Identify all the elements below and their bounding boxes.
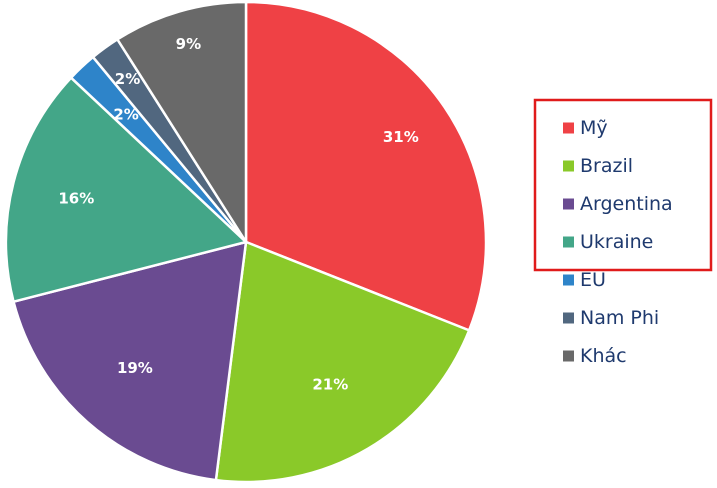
pie-slice-labels: 31% 21% 19% 16% 2% 2% 9% <box>58 35 418 394</box>
legend-swatch-khac <box>563 350 574 362</box>
slice-label-my: 31% <box>383 128 419 146</box>
pie-slice-ukraine <box>4 76 248 303</box>
legend-label-argentina: Argentina <box>580 193 673 215</box>
legend-swatch-ukraine <box>563 236 574 248</box>
legend-swatch-my <box>563 122 574 134</box>
legend-swatch-brazil <box>563 160 574 172</box>
legend-label-brazil: Brazil <box>580 155 633 177</box>
legend-label-eu: EU <box>580 269 606 291</box>
legend-label-nam-phi: Nam Phi <box>580 307 659 329</box>
pie-slice-brazil <box>214 240 471 484</box>
slice-label-argentina: 19% <box>117 359 153 377</box>
legend-swatch-eu <box>563 274 574 286</box>
legend-label-ukraine: Ukraine <box>580 231 653 253</box>
legend-swatch-argentina <box>563 198 574 210</box>
slice-label-ukraine: 16% <box>58 189 94 207</box>
pie-slices <box>4 0 488 484</box>
legend-swatch-nam-phi <box>563 312 574 324</box>
slice-label-khac: 9% <box>176 35 201 53</box>
pie-slice-my <box>244 0 488 332</box>
slice-label-eu: 2% <box>113 105 138 123</box>
slice-label-brazil: 21% <box>312 376 348 394</box>
pie-slice-khac <box>116 0 248 244</box>
legend-highlight-box <box>533 98 713 272</box>
pie-slice-argentina <box>12 240 248 482</box>
legend: Mỹ Brazil Argentina Ukraine EU Nam Phi Khác <box>533 98 713 367</box>
legend-label-khac: Khác <box>580 345 627 367</box>
slice-label-nam-phi: 2% <box>115 70 140 88</box>
legend-label-my: Mỹ <box>580 117 608 139</box>
